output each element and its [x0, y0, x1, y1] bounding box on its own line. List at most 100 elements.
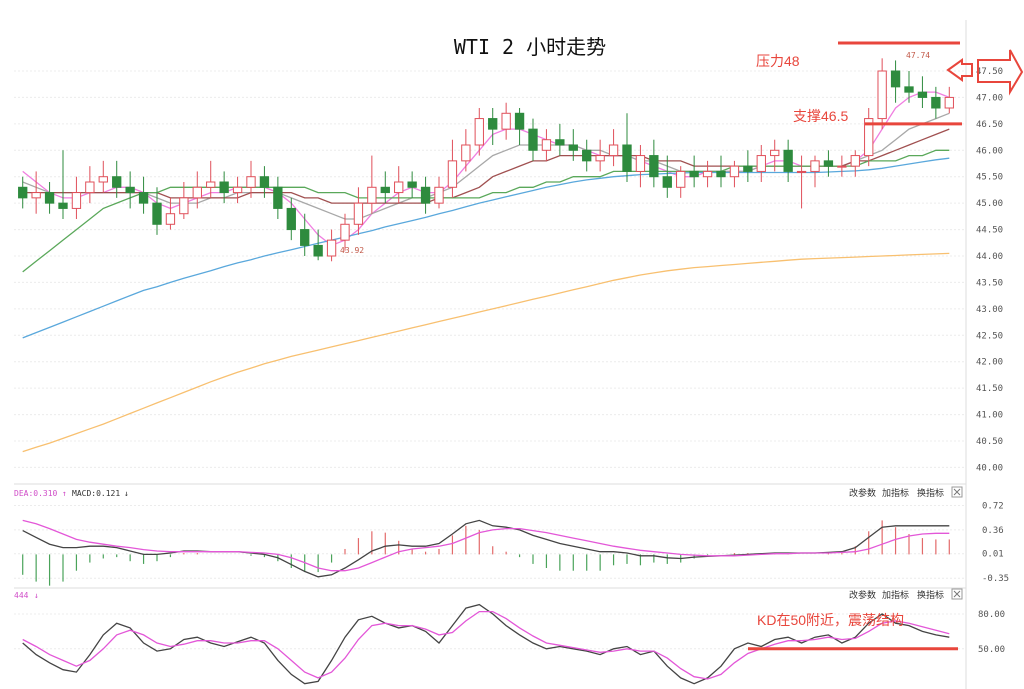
candle [850, 150, 860, 177]
candle [541, 129, 552, 161]
candle [394, 166, 404, 204]
candle-body [689, 170, 699, 178]
kd-tick-label: 80.00 [978, 610, 1005, 620]
candle-body [756, 155, 766, 172]
candle [488, 108, 498, 145]
candle [259, 166, 270, 198]
low-price-label: 43.92 [340, 246, 364, 255]
candle-body [931, 96, 941, 109]
candle [407, 171, 417, 198]
candle [340, 213, 350, 251]
candle-body [474, 118, 484, 146]
macd-tick-label: -0.35 [982, 574, 1009, 584]
panel-button-1[interactable]: 改参数 [849, 487, 876, 499]
candle [300, 213, 310, 256]
candle-body [837, 165, 847, 168]
price-tick-label: 44.00 [976, 252, 1003, 262]
kd-panel-buttons[interactable]: 改参数 加指标 换指标 [849, 588, 963, 601]
ma-line-6 [22, 252, 950, 453]
candle-body [367, 186, 377, 204]
candle [837, 155, 847, 177]
candle-body [313, 244, 323, 257]
candle [662, 155, 672, 198]
macd-dif-line [22, 519, 950, 578]
candle [71, 176, 82, 219]
candle-body [501, 112, 511, 130]
candle-body [514, 112, 525, 130]
price-tick-label: 43.00 [976, 305, 1003, 315]
candle [864, 108, 874, 167]
candlesticks [18, 58, 954, 262]
candle [125, 171, 135, 209]
price-tick-label: 42.50 [976, 331, 1003, 341]
candle [44, 182, 55, 214]
candle-body [555, 139, 565, 146]
candle [112, 160, 122, 198]
price-tick-label: 42.00 [976, 358, 1003, 368]
candle [756, 145, 766, 182]
candle-body [716, 170, 726, 178]
candle-body [608, 144, 619, 157]
candle-body [353, 202, 364, 225]
candle-body [582, 149, 592, 162]
price-tick-label: 44.50 [976, 226, 1003, 236]
candle-body [729, 165, 740, 178]
candle-body [770, 149, 780, 157]
candle-body [259, 176, 270, 188]
arrow-icon [946, 58, 973, 82]
candle [514, 108, 525, 145]
kd-label: 444 [14, 591, 29, 600]
candle [904, 71, 914, 103]
panel-button-1[interactable]: 改参数 [849, 589, 876, 601]
panel-button-3[interactable]: 换指标 [917, 589, 944, 601]
panel-button-2[interactable]: 加指标 [882, 487, 909, 499]
candle-body [152, 202, 162, 225]
candle-body [219, 181, 229, 194]
candle [582, 139, 592, 172]
candle [702, 160, 713, 188]
price-tick-label: 43.50 [976, 278, 1003, 288]
candle [152, 187, 162, 235]
candle-body [917, 91, 928, 98]
macd-axis-ticks: 0.72 0.36 0.01 -0.35 [982, 501, 1009, 584]
kd-lines [22, 603, 950, 685]
candle-body [125, 186, 135, 194]
candle-body [904, 86, 914, 93]
candle [246, 160, 256, 198]
candle [783, 139, 793, 182]
panel-button-2[interactable]: 加指标 [882, 589, 909, 601]
panel-button-3[interactable]: 换指标 [917, 487, 944, 499]
candle-body [246, 176, 256, 188]
candle-body [192, 186, 202, 199]
ma-line-5 [22, 157, 950, 339]
candle [770, 139, 780, 172]
candle [595, 139, 605, 172]
macd-up-arrow-icon: ↑ [62, 489, 67, 498]
candle-body [112, 176, 122, 188]
candle [434, 176, 444, 209]
price-tick-label: 40.00 [976, 463, 1003, 473]
candle-body [850, 155, 860, 167]
candle [367, 155, 377, 214]
candle-body [179, 197, 189, 215]
kd-annotation: KD在50附近，震荡结构 [757, 612, 904, 628]
macd-panel-buttons[interactable]: 改参数 加指标 换指标 [849, 486, 963, 499]
macd-value-label: MACD:0.121 [72, 489, 120, 498]
candle [138, 176, 149, 214]
candle [31, 171, 41, 214]
candle-body [44, 192, 55, 204]
candle-body [823, 160, 834, 167]
candle-body [662, 176, 672, 188]
candle [192, 171, 202, 209]
candle-body [810, 160, 820, 172]
candle [796, 155, 807, 209]
candle-body [944, 96, 954, 109]
candle-body [232, 186, 243, 194]
macd-lines [22, 519, 950, 578]
candle [85, 166, 95, 204]
close-icon-cross [953, 590, 961, 598]
candle-body [85, 181, 95, 194]
price-tick-label: 41.00 [976, 411, 1003, 421]
candle-body [783, 149, 793, 172]
